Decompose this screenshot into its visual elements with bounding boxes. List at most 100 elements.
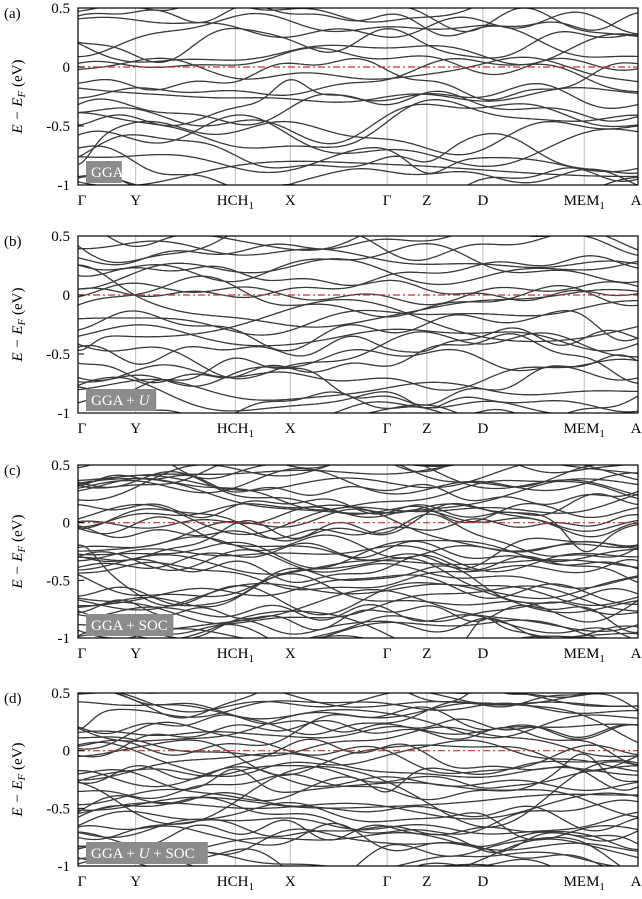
y-tick-label: -0.5	[46, 119, 70, 135]
band-line	[78, 493, 638, 536]
kpoint-label: HCH1	[217, 193, 254, 212]
band-line	[106, 236, 638, 251]
y-axis-label: E − EF (eV)	[10, 515, 28, 590]
y-tick-label: 0	[63, 516, 71, 532]
kpoint-label: Y	[130, 421, 141, 437]
band-line	[78, 8, 638, 37]
kpoint-label: X	[285, 421, 296, 437]
band-line	[78, 793, 638, 811]
kpoint-label: Z	[422, 193, 431, 209]
band-line	[78, 376, 638, 413]
band-panel: 0.5 0 -0.5 -1 E − EF (eV) (a) Γ Y HCH1 X Γ Z D MEM1 A G…	[4, 1, 642, 212]
band-line	[78, 700, 638, 730]
y-tick-label: -1	[58, 406, 71, 422]
kpoint-label: Γ	[383, 874, 392, 890]
band-line	[78, 573, 638, 623]
kpoint-label: Y	[130, 646, 141, 662]
band-line	[78, 87, 638, 103]
band-line	[78, 516, 638, 570]
band-line	[78, 545, 638, 573]
band-line	[116, 693, 638, 736]
kpoint-label: Z	[422, 421, 431, 437]
band-line	[78, 465, 638, 482]
method-badge-label: GGA + U + SOC	[91, 846, 195, 862]
band-panel: 0.5 0 -0.5 -1 E − EF (eV) (b) Γ Y HCH1 X Γ Z D MEM1 A G…	[4, 229, 642, 440]
plot-frame	[77, 7, 639, 186]
band-line	[281, 693, 638, 708]
kpoint-label: Y	[130, 193, 141, 209]
y-tick-label: 0.5	[51, 686, 70, 702]
panel-label: (a)	[4, 6, 21, 22]
band-line	[112, 693, 590, 719]
band-line	[78, 103, 638, 145]
panel-label: (c)	[4, 463, 21, 479]
band-line	[78, 539, 638, 569]
band-line	[78, 503, 638, 553]
band-line	[78, 348, 638, 387]
band-line	[78, 792, 638, 820]
band-line	[78, 801, 638, 841]
band-line	[78, 857, 552, 866]
band-line	[78, 617, 638, 638]
band-line	[78, 768, 638, 818]
band-panel: 0.5 0 -0.5 -1 E − EF (eV) (c) Γ Y HCH1 X Γ Z D MEM1 A G…	[4, 458, 642, 665]
method-badge-label: GGA + U	[91, 393, 151, 409]
kpoint-label: Γ	[383, 646, 392, 662]
plot-frame	[77, 235, 639, 414]
y-tick-label: 0.5	[51, 458, 70, 474]
band-line	[78, 471, 638, 524]
band-line	[78, 714, 638, 738]
method-badge	[86, 161, 122, 183]
kpoint-label: A	[631, 874, 642, 890]
kpoint-label: X	[285, 646, 296, 662]
kpoint-label: Z	[422, 874, 431, 890]
band-line	[78, 33, 638, 66]
kpoint-label: Γ	[78, 193, 87, 209]
band-line	[365, 404, 459, 413]
method-badge	[86, 389, 157, 411]
band-line	[78, 477, 638, 515]
band-line	[78, 549, 638, 589]
y-tick-label: -1	[58, 631, 71, 647]
method-badge-label: GGA	[91, 165, 124, 181]
band-line	[78, 82, 638, 126]
bands	[78, 8, 638, 185]
band-line	[78, 147, 638, 174]
band-line	[78, 493, 638, 519]
band-line	[78, 358, 638, 391]
y-axis-label: E − EF (eV)	[10, 743, 28, 818]
band-line	[78, 114, 638, 167]
band-line	[78, 506, 638, 532]
band-line	[78, 693, 638, 708]
band-line	[78, 721, 638, 775]
band-line	[78, 465, 638, 492]
y-tick-label: -0.5	[46, 347, 70, 363]
kpoint-label: MEM1	[564, 421, 605, 440]
y-tick-label: -0.5	[46, 573, 70, 589]
band-line	[78, 258, 638, 290]
panel-label: (b)	[4, 234, 22, 250]
y-axis-label: E − EF (eV)	[10, 60, 28, 135]
band-line	[78, 739, 638, 776]
band-line	[78, 514, 638, 540]
method-badge	[86, 614, 174, 636]
band-line	[78, 378, 638, 401]
kpoint-label: Γ	[78, 646, 87, 662]
band-line	[117, 693, 638, 713]
band-line	[78, 565, 638, 607]
band-line	[78, 175, 638, 185]
band-line	[78, 544, 638, 616]
band-line	[318, 619, 600, 638]
band-line	[78, 739, 638, 778]
panel-label: (d)	[4, 691, 22, 707]
band-line	[78, 467, 638, 495]
band-line	[78, 513, 638, 562]
band-line	[78, 99, 638, 149]
kpoint-label: HCH1	[217, 874, 254, 893]
band-line	[78, 281, 638, 306]
kpoint-label: D	[477, 874, 488, 890]
band-line	[78, 752, 638, 781]
band-line	[78, 120, 638, 166]
band-line	[438, 863, 499, 866]
